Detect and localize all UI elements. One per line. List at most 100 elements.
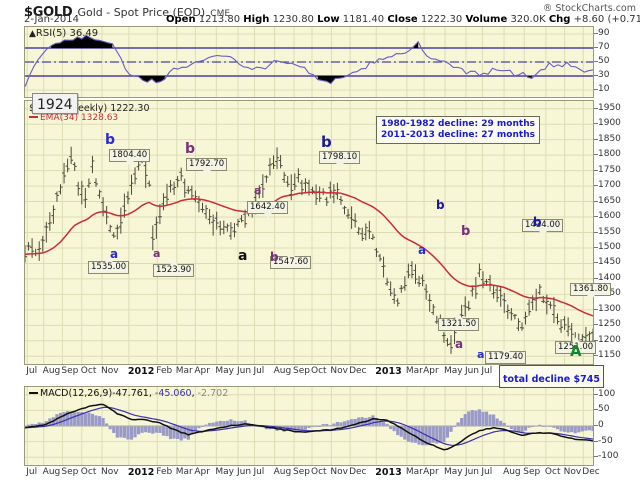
volume-value: 320.0K <box>510 14 546 25</box>
macd-panel: MACD(12,26,9)-47.761, -45.060, -2.702 <box>24 386 594 466</box>
rsi-y-tick: 10 <box>598 84 610 94</box>
price-callout-tag: 1251.00 <box>555 337 597 354</box>
elliott-wave-label: b <box>185 141 196 157</box>
annotation-line-2: 2011-2013 decline: 27 months <box>381 130 535 140</box>
price-legend: $GOLD (Weekly) 1222.30 <box>29 103 150 114</box>
price-callout-tag: 1535.00 <box>88 257 130 274</box>
x-axis-tick-label: Aug <box>273 366 292 376</box>
rsi-tick-mark <box>594 75 598 76</box>
price-tick-mark <box>594 231 598 233</box>
price-tick-mark <box>594 216 598 218</box>
x-axis-tick-label: Apr <box>194 366 210 376</box>
price-y-tick: 1450 <box>598 257 621 268</box>
elliott-wave-label: b <box>533 215 542 229</box>
ema-legend-text: EMA(34) 1328.63 <box>40 113 119 123</box>
x-axis-tick-label: Aug <box>503 467 521 477</box>
elliott-wave-label: a <box>254 184 262 197</box>
x-axis-tick-label: Feb <box>156 366 173 376</box>
open-value: 1213.80 <box>198 14 241 25</box>
open-label: Open <box>166 14 196 25</box>
price-y-tick: 1600 <box>598 211 621 222</box>
price-callout-tag: 1434.00 <box>522 219 564 236</box>
elliott-wave-label: a <box>455 337 464 351</box>
macd-tick-mark <box>594 440 598 442</box>
price-tick-mark <box>594 200 598 202</box>
elliott-wave-label: b <box>321 133 332 151</box>
elliott-wave-label: b <box>105 132 116 148</box>
x-axis-tick-label: Nov <box>330 467 348 477</box>
x-axis-tick-label: Mar <box>175 366 193 376</box>
price-tick-mark <box>594 355 598 357</box>
x-axis-tick-label: Apr <box>194 467 210 477</box>
price-y-tick: 1150 <box>598 350 621 361</box>
volume-label: Volume <box>465 14 508 25</box>
x-axis-tick-label: Oct <box>310 467 327 477</box>
price-callout-tag: 1804.40 <box>109 149 151 166</box>
macd-y-tick: 50 <box>598 404 610 415</box>
x-axis-tick-label: Jun <box>464 467 479 477</box>
x-axis-tick-label: Jul <box>253 366 265 376</box>
x-axis-tick-label: Jun <box>464 366 479 376</box>
x-axis-tick-label: Oct <box>544 467 561 477</box>
macd-tick-mark <box>594 409 598 411</box>
close-label: Close <box>387 14 418 25</box>
elliott-wave-label: a <box>477 348 485 361</box>
x-axis-tick-label: May <box>444 366 463 376</box>
price-callout-tag: 1361.80 <box>570 283 612 300</box>
elliott-wave-label: a <box>418 243 427 257</box>
price-callout-tag: 1792.70 <box>186 158 228 175</box>
elliott-wave-label: a <box>110 247 119 261</box>
x-axis-tick-label: Feb <box>156 467 173 477</box>
level-1924-tag: 1924 <box>32 93 78 114</box>
stockcharts-brand: ® StockCharts.com <box>542 3 636 14</box>
price-y-tick: 1950 <box>598 102 621 113</box>
x-axis-tick-label: Oct <box>80 467 97 477</box>
macd-line-swatch <box>29 392 38 394</box>
price-callout-tag: 1179.40 <box>485 347 527 364</box>
price-tick-mark <box>594 324 598 326</box>
chart-header: $GOLD Gold - Spot Price (EOD) CME ® Stoc… <box>0 0 640 26</box>
macd-y-tick: 0 <box>598 420 604 430</box>
x-axis-tick-label: Oct <box>310 366 327 376</box>
symbol-line: $GOLD Gold - Spot Price (EOD) CME <box>24 1 230 20</box>
rsi-tick-mark <box>594 89 598 90</box>
price-tick-mark <box>594 154 598 156</box>
x-axis-tick-label: Nov <box>563 467 582 477</box>
macd-y-tick: 100 <box>598 388 616 399</box>
annotation-line-1: 1980-1982 decline: 29 months <box>381 119 535 129</box>
macd-tick-mark <box>594 393 598 395</box>
price-tick-mark <box>594 262 598 264</box>
change-value: +8.60 (+0.71%) <box>573 14 640 25</box>
x-axis-tick-label: Dec <box>349 366 367 376</box>
rsi-y-tick: 70 <box>598 42 610 52</box>
ohlc-quote-line: Open 1213.80 High 1230.80 Low 1181.40 Cl… <box>166 14 640 25</box>
macd-x-axis: Jul Aug Sep Oct Nov 2012 Feb Mar Apr May Jun Jul Aug… <box>24 467 599 481</box>
price-tick-mark <box>594 123 598 125</box>
x-axis-tick-label: Apr <box>423 366 439 376</box>
price-tick-mark <box>594 185 598 187</box>
x-axis-tick-label: Jul <box>481 366 493 376</box>
price-y-tick: 1850 <box>598 133 621 144</box>
macd-indicator-name: MACD(12,26,9) <box>40 388 113 399</box>
ema-legend: EMA(34) 1328.63 <box>29 113 118 123</box>
elliott-wave-label: b <box>436 198 445 212</box>
price-y-tick: 1550 <box>598 226 621 237</box>
x-axis-tick-label: 2013 <box>375 366 402 377</box>
x-axis-tick-label: 2012 <box>127 366 155 377</box>
total-decline-tag: total decline $745 <box>499 365 604 388</box>
rsi-y-tick: 30 <box>598 70 610 80</box>
elliott-wave-label: a <box>153 247 161 260</box>
price-y-tick: 1300 <box>598 303 621 314</box>
rsi-marker-icon: ▲ <box>29 29 36 39</box>
elliott-wave-label: A <box>570 342 582 360</box>
x-axis-tick-label: Mar <box>405 467 423 477</box>
symbol-exchange: CME <box>210 9 231 19</box>
decline-comparison-annotation: 1980-1982 decline: 29 months 2011-2013 d… <box>376 116 540 144</box>
x-axis-tick-label: Aug <box>42 366 61 376</box>
price-callout-tag: 1547.60 <box>270 252 312 269</box>
symbol-description: Gold - Spot Price (EOD) <box>77 6 206 19</box>
change-label: Chg <box>548 14 571 25</box>
rsi-y-tick: 50 <box>598 56 610 66</box>
rsi-tick-mark <box>594 47 598 48</box>
ema-line-swatch <box>29 116 38 118</box>
